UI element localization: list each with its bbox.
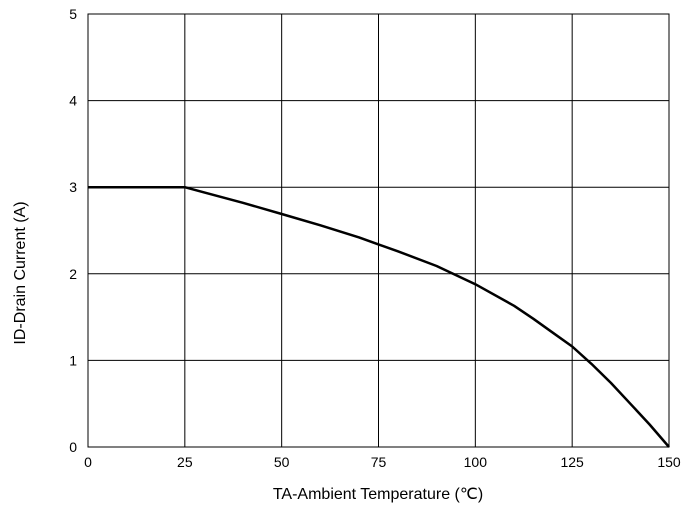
y-tick-label: 2 (69, 266, 77, 282)
series-line (88, 185, 670, 448)
y-axis-label: ID-Drain Current (A) (12, 201, 29, 344)
x-axis-label: TA-Ambient Temperature (℃) (273, 486, 483, 503)
x-tick-label: 125 (560, 454, 584, 470)
y-tick-label: 0 (69, 439, 77, 455)
x-tick-label: 0 (84, 454, 92, 470)
y-tick-label: 4 (69, 93, 77, 109)
tick-labels: 0 25 50 75 100 125 150 0 1 2 3 4 5 (69, 6, 681, 470)
y-tick-label: 5 (69, 6, 77, 22)
x-tick-label: 75 (371, 454, 387, 470)
x-tick-label: 50 (274, 454, 290, 470)
x-tick-label: 150 (657, 454, 681, 470)
x-tick-label: 25 (177, 454, 193, 470)
y-tick-label: 1 (69, 352, 77, 368)
grid-lines (87, 13, 670, 448)
x-tick-label: 100 (464, 454, 488, 470)
plot-frame (87, 13, 670, 448)
series-group (88, 185, 670, 448)
y-tick-label: 3 (69, 179, 77, 195)
